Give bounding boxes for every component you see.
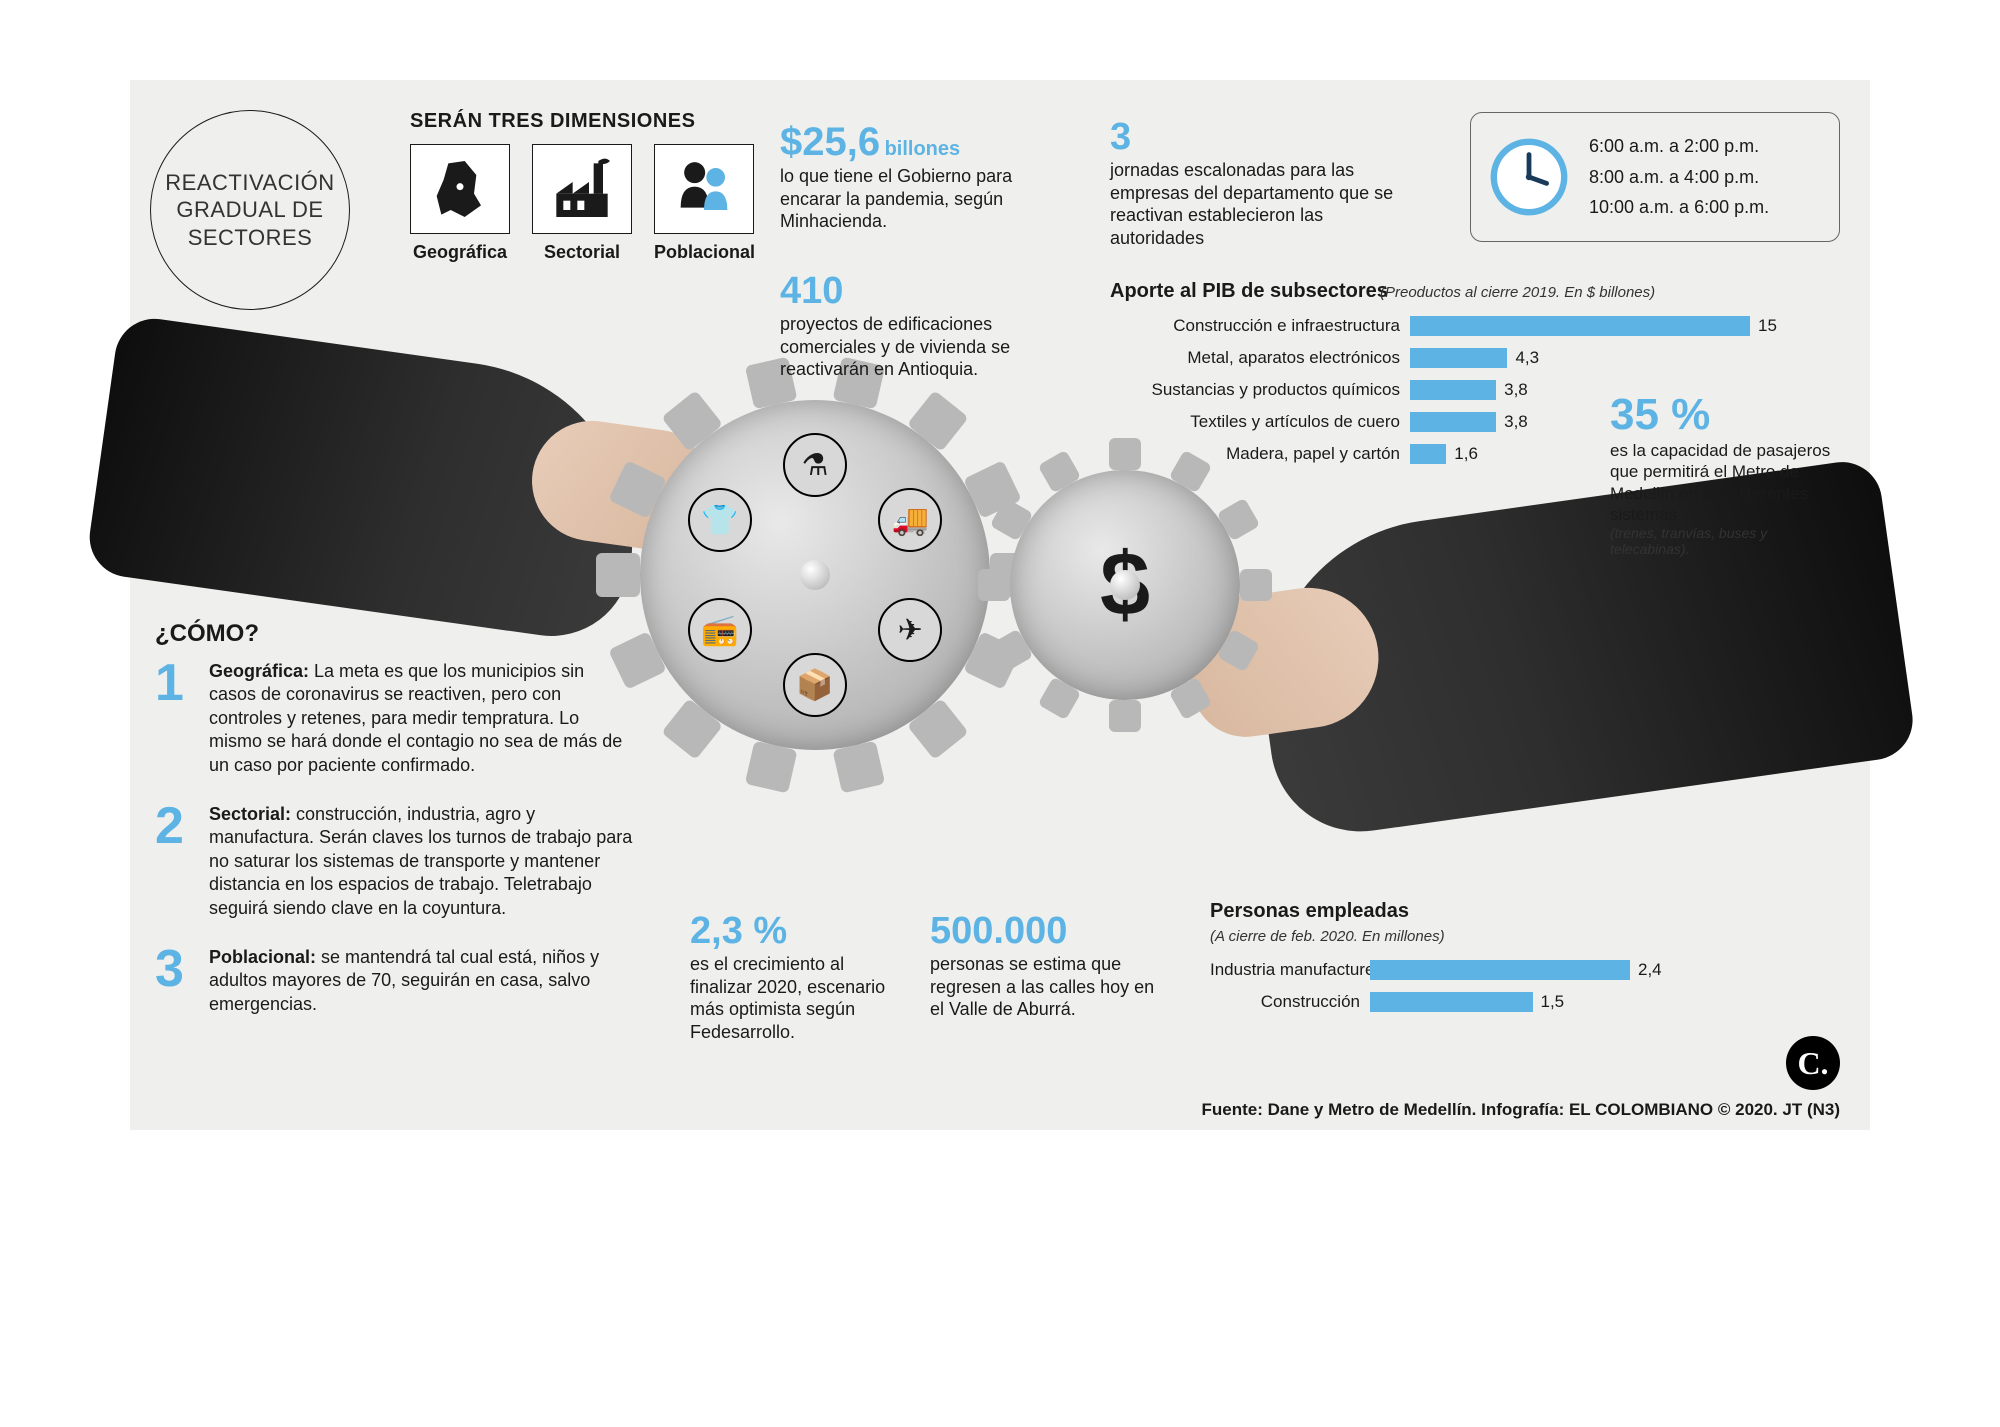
- bar-fill: [1410, 348, 1507, 368]
- bar-value: 1,5: [1541, 992, 1565, 1012]
- sector-icon: 👕: [688, 488, 752, 552]
- schedule-slot: 6:00 a.m. a 2:00 p.m.: [1589, 131, 1769, 162]
- stat-budget-value: $25,6: [780, 120, 880, 164]
- bar-fill: [1410, 444, 1446, 464]
- stat-projects-value: 410: [780, 270, 1040, 313]
- dimension-icon-map: [410, 144, 510, 234]
- bar-value: 15: [1758, 316, 1777, 336]
- como-number: 3: [155, 946, 197, 1016]
- metro-pct-text: es la capacidad de pasajeros que permiti…: [1610, 440, 1840, 525]
- como-item: 3Poblacional: se mantendrá tal cual está…: [155, 946, 635, 1016]
- como-item: 2Sectorial: construcción, industria, agr…: [155, 803, 635, 920]
- stat-budget: $25,6 billones lo que tiene el Gobierno …: [780, 120, 1040, 233]
- stat-budget-unit: billones: [885, 138, 961, 160]
- employed-chart-title: Personas empleadas: [1210, 900, 1409, 923]
- schedule-slot: 8:00 a.m. a 4:00 p.m.: [1589, 162, 1769, 193]
- bar-row: Industria manufacturera 2,4: [1210, 956, 1662, 984]
- dimension-label: Sectorial: [532, 242, 632, 263]
- metro-pct-sub: (trenes, tranvías, buses y telecabinas).: [1610, 525, 1840, 557]
- bar-fill: [1370, 992, 1533, 1012]
- bar-row: Metal, aparatos electrónicos 4,3: [1110, 344, 1777, 372]
- stat-budget-text: lo que tiene el Gobierno para encarar la…: [780, 165, 1040, 233]
- bar-row: Construcción e infraestructura 15: [1110, 312, 1777, 340]
- bar-label: Construcción: [1210, 992, 1370, 1012]
- stat-projects-text: proyectos de edificaciones comerciales y…: [780, 313, 1040, 381]
- bar-value: 3,8: [1504, 412, 1528, 432]
- stat-growth-text: es el crecimiento al finalizar 2020, esc…: [690, 953, 890, 1043]
- bar-value: 3,8: [1504, 380, 1528, 400]
- metro-capacity: 35 % es la capacidad de pasajeros que pe…: [1610, 390, 1840, 557]
- como-text: Sectorial: construcción, industria, agro…: [209, 803, 635, 920]
- bar-value: 4,3: [1515, 348, 1539, 368]
- bar-fill: [1370, 960, 1630, 980]
- title-circle: REACTIVACIÓN GRADUAL DE SECTORES: [150, 110, 350, 310]
- schedule-slots: 6:00 a.m. a 2:00 p.m.8:00 a.m. a 4:00 p.…: [1589, 131, 1769, 223]
- bar-track: [1410, 444, 1446, 464]
- dimension-card: Sectorial: [532, 144, 632, 263]
- bar-label: Metal, aparatos electrónicos: [1110, 348, 1410, 368]
- bar-track: [1370, 992, 1533, 1012]
- bar-fill: [1410, 380, 1496, 400]
- como-list: 1Geográfica: La meta es que los municipi…: [155, 660, 635, 1042]
- dimension-card: Poblacional: [654, 144, 754, 263]
- bar-track: [1410, 316, 1750, 336]
- como-heading: ¿CÓMO?: [155, 620, 259, 648]
- como-number: 2: [155, 803, 197, 920]
- shifts-block: 3 jornadas escalonadas para las empresas…: [1110, 116, 1410, 249]
- shifts-number: 3: [1110, 116, 1410, 159]
- stat-people-text: personas se estima que regresen a las ca…: [930, 953, 1160, 1021]
- bar-track: [1410, 380, 1496, 400]
- bar-value: 1,6: [1454, 444, 1478, 464]
- dimensions-row: Geográfica Sectorial Poblacional: [410, 144, 754, 263]
- stat-projects: 410 proyectos de edificaciones comercial…: [780, 270, 1040, 381]
- brand-logo: C.: [1786, 1036, 1840, 1090]
- stat-people-value: 500.000: [930, 910, 1160, 953]
- como-number: 1: [155, 660, 197, 777]
- shifts-text: jornadas escalonadas para las empresas d…: [1110, 159, 1410, 249]
- employed-chart-note: (A cierre de feb. 2020. En millones): [1210, 928, 1445, 945]
- hand-left-illustration: [85, 314, 656, 647]
- sector-icon: ✈: [878, 598, 942, 662]
- dimension-icon-people: [654, 144, 754, 234]
- source-line: Fuente: Dane y Metro de Medellín. Infogr…: [1202, 1100, 1840, 1120]
- schedule-box: 6:00 a.m. a 2:00 p.m.8:00 a.m. a 4:00 p.…: [1470, 112, 1840, 242]
- schedule-slot: 10:00 a.m. a 6:00 p.m.: [1589, 192, 1769, 223]
- bar-track: [1410, 412, 1496, 432]
- employed-chart: Industria manufacturera 2,4 Construcción 1,…: [1210, 956, 1662, 1020]
- dimension-card: Geográfica: [410, 144, 510, 263]
- bar-label: Sustancias y productos químicos: [1110, 380, 1410, 400]
- dimension-label: Poblacional: [654, 242, 754, 263]
- stat-people-back: 500.000 personas se estima que regresen …: [930, 910, 1160, 1021]
- stat-growth-value: 2,3 %: [690, 910, 890, 953]
- sector-icon: 📦: [783, 653, 847, 717]
- pib-chart-title: Aporte al PIB de subsectores: [1110, 280, 1388, 303]
- como-item: 1Geográfica: La meta es que los municipi…: [155, 660, 635, 777]
- pib-chart-note: (Preoductos al cierre 2019. En $ billone…: [1380, 284, 1655, 301]
- dimensions-heading: SERÁN TRES DIMENSIONES: [410, 110, 695, 133]
- clock-icon: [1489, 137, 1569, 217]
- bar-label: Madera, papel y cartón: [1110, 444, 1410, 464]
- bar-label: Construcción e infraestructura: [1110, 316, 1410, 336]
- bar-track: [1370, 960, 1630, 980]
- stat-growth: 2,3 % es el crecimiento al finalizar 202…: [690, 910, 890, 1043]
- bar-fill: [1410, 412, 1496, 432]
- bar-row: Construcción 1,5: [1210, 988, 1662, 1016]
- bar-value: 2,4: [1638, 960, 1662, 980]
- dimension-label: Geográfica: [410, 242, 510, 263]
- metro-pct-value: 35 %: [1610, 390, 1840, 440]
- como-text: Geográfica: La meta es que los municipio…: [209, 660, 635, 777]
- sector-icon: 📻: [688, 598, 752, 662]
- infographic-canvas: ⚗ 🚚 ✈ 📻 👕 📦 $ REACTIVACIÓN GRADUAL DE SECTORE…: [130, 80, 1870, 1130]
- dimension-icon-factory: [532, 144, 632, 234]
- bar-fill: [1410, 316, 1750, 336]
- gear-small: $: [1010, 470, 1240, 700]
- bar-label: Industria manufacturera: [1210, 960, 1370, 980]
- como-text: Poblacional: se mantendrá tal cual está,…: [209, 946, 635, 1016]
- sector-icon: ⚗: [783, 433, 847, 497]
- bar-track: [1410, 348, 1507, 368]
- sector-icon: 🚚: [878, 488, 942, 552]
- bar-label: Textiles y artículos de cuero: [1110, 412, 1410, 432]
- gear-large: ⚗ 🚚 ✈ 📻 👕 📦: [640, 400, 990, 750]
